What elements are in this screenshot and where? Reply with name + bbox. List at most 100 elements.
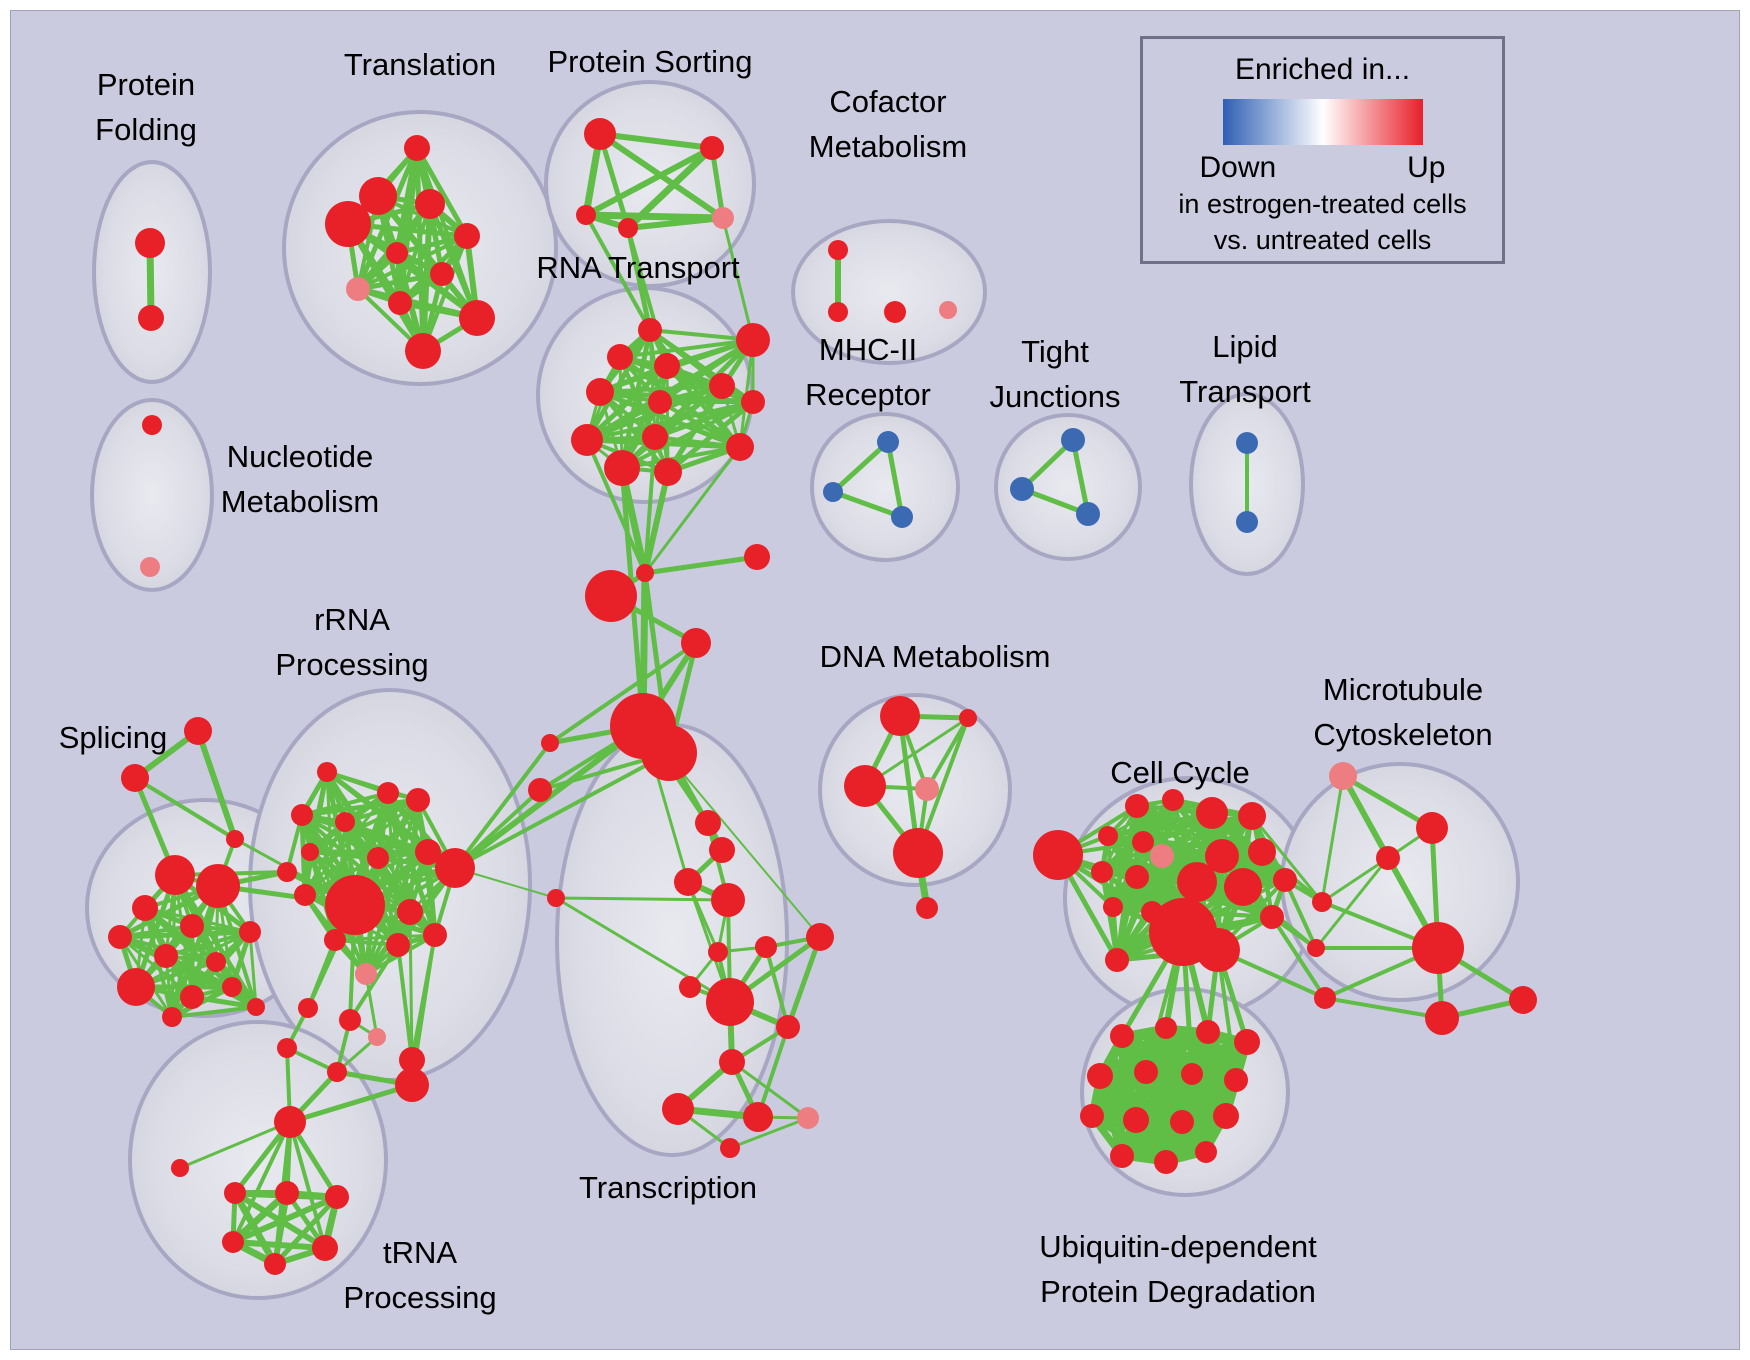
cell_cycle-node — [1125, 794, 1149, 818]
splicing-node — [222, 977, 242, 997]
ubiquitin-node — [1123, 1107, 1149, 1133]
cofactor-label: Cofactor — [829, 84, 946, 119]
edge — [756, 1025, 790, 1119]
rna_transport-node — [638, 318, 662, 342]
edge — [597, 131, 715, 151]
microtubule-label: Microtubule — [1323, 672, 1483, 707]
edge — [1323, 996, 1444, 1020]
rrna-node — [395, 1068, 429, 1102]
trna-node — [312, 1235, 338, 1261]
rna_transport-node — [604, 450, 640, 486]
splicing-label: Splicing — [59, 720, 168, 755]
ubiquitin-node — [1234, 1029, 1260, 1055]
edge — [620, 445, 742, 470]
edge — [299, 797, 421, 818]
transcription-node — [776, 1015, 800, 1039]
rrna-node — [325, 875, 385, 935]
edge — [830, 439, 891, 495]
nucleotide-ellipse — [90, 398, 214, 592]
cell_cycle-node — [1248, 838, 1276, 866]
cell_cycle-node — [1103, 897, 1123, 917]
protein_sorting-node — [700, 136, 724, 160]
legend-up-label: Up — [1407, 151, 1446, 184]
translation-node — [430, 262, 454, 286]
transcription-node — [709, 837, 735, 863]
edge — [583, 145, 715, 218]
backbone-node — [121, 764, 149, 792]
edge — [665, 364, 742, 449]
dna-node — [959, 709, 977, 727]
edge — [229, 1189, 291, 1246]
tight-label: Junctions — [990, 379, 1121, 414]
legend-axis-labels: Down Up — [1200, 151, 1446, 185]
backbone-node — [585, 570, 637, 622]
ubiquitin-node — [1181, 1063, 1203, 1085]
tight-node — [1010, 477, 1034, 501]
rrna-node — [277, 1038, 297, 1058]
cell_cycle-node — [1091, 861, 1113, 883]
edge — [178, 1120, 292, 1170]
edge — [598, 390, 670, 474]
edge — [453, 751, 671, 870]
edge — [231, 1120, 292, 1244]
cofactor-node — [828, 240, 848, 260]
translation-node — [459, 300, 495, 336]
rna_transport-node — [654, 353, 680, 379]
rna_transport-node — [741, 390, 765, 414]
nucleotide-node — [142, 415, 162, 435]
cell_cycle-node — [1105, 948, 1129, 972]
splicing-node — [180, 914, 204, 938]
splicing-node — [239, 921, 261, 943]
trna-node — [224, 1182, 246, 1204]
transcription-label: Transcription — [579, 1170, 757, 1205]
legend-title: Enriched in... — [1234, 53, 1411, 86]
edge — [885, 439, 905, 520]
microtubule-node — [1312, 892, 1332, 912]
edge — [376, 856, 400, 947]
splicing-node — [154, 944, 178, 968]
backbone-node — [744, 544, 770, 570]
trna-node — [275, 1181, 299, 1205]
protein_sorting-node — [576, 205, 596, 225]
microtubule-node — [1314, 987, 1336, 1009]
edge — [1115, 875, 1139, 962]
edge — [287, 1082, 415, 1125]
edge — [230, 1239, 328, 1251]
splicing-node — [162, 1007, 182, 1027]
microtubule-node — [1329, 762, 1357, 790]
edge — [618, 338, 755, 359]
tight-label: Tight — [1021, 334, 1089, 369]
edge — [355, 271, 445, 292]
tight-ellipse — [994, 413, 1142, 561]
rrna-node — [415, 839, 441, 865]
ubiquitin-node — [1110, 1024, 1134, 1048]
nucleotide-label: Nucleotide — [227, 439, 373, 474]
lipid-label: Lipid — [1212, 329, 1278, 364]
ubiquitin-label: Ubiquitin-dependent — [1039, 1229, 1317, 1264]
edge — [1320, 774, 1345, 904]
rrna-node — [291, 804, 313, 826]
cofactor-label: Metabolism — [809, 129, 968, 164]
protein_sorting-node — [712, 207, 734, 229]
edge — [643, 435, 657, 575]
edge — [554, 896, 732, 1004]
cofactor-node — [939, 301, 957, 319]
cell_cycle-node — [1224, 868, 1262, 906]
legend-box: Enriched in... Down Up in estrogen-treat… — [1140, 36, 1505, 264]
splicing-node — [132, 895, 158, 921]
edge — [548, 641, 698, 745]
ubiquitin-node — [1154, 1150, 1178, 1174]
cell_cycle-node — [1260, 905, 1284, 929]
edge — [230, 1194, 340, 1245]
edge — [642, 554, 760, 576]
ubiquitin-label: Protein Degradation — [1040, 1274, 1316, 1309]
edge — [408, 910, 414, 1062]
edge — [425, 849, 438, 938]
ubiquitin-node — [1224, 1068, 1248, 1092]
transcription-node — [755, 936, 777, 958]
microtubule-node — [1412, 922, 1464, 974]
ubiquitin-node — [1195, 1141, 1217, 1163]
protein_folding-node — [138, 305, 164, 331]
protein_sorting-node — [584, 118, 616, 150]
